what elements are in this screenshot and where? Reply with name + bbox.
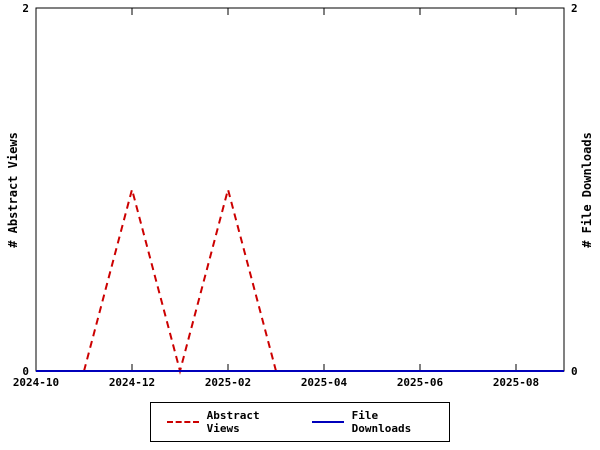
plot-border <box>35 7 565 372</box>
right-axis-title: # File Downloads <box>580 132 594 248</box>
x-tick-label: 2025-08 <box>493 376 539 389</box>
x-tick-label: 2025-04 <box>301 376 348 389</box>
y-tick-label-right: 2 <box>571 2 578 15</box>
abstract-views-line-icon <box>167 421 199 423</box>
legend-label-file-downloads: File Downloads <box>351 409 412 435</box>
x-tick-label: 2025-02 <box>205 376 251 389</box>
legend: Abstract Views File Downloads <box>150 402 450 442</box>
x-tick-label: 2025-06 <box>397 376 444 389</box>
x-tick-label: 2024-10 <box>13 376 59 389</box>
abstract-views-line <box>83 185 277 375</box>
left-axis-title: # Abstract Views <box>6 132 20 248</box>
legend-item-abstract-views: Abstract Views <box>167 409 288 435</box>
y-tick-label-left: 0 <box>22 365 29 378</box>
y-tick-label-right: 0 <box>571 365 578 378</box>
file-downloads-line-icon <box>312 421 344 423</box>
x-tick-label: 2024-12 <box>109 376 155 389</box>
y-tick-label-left: 2 <box>22 2 29 15</box>
legend-label-abstract-views: Abstract Views <box>206 409 260 435</box>
legend-item-file-downloads: File Downloads <box>312 409 433 435</box>
